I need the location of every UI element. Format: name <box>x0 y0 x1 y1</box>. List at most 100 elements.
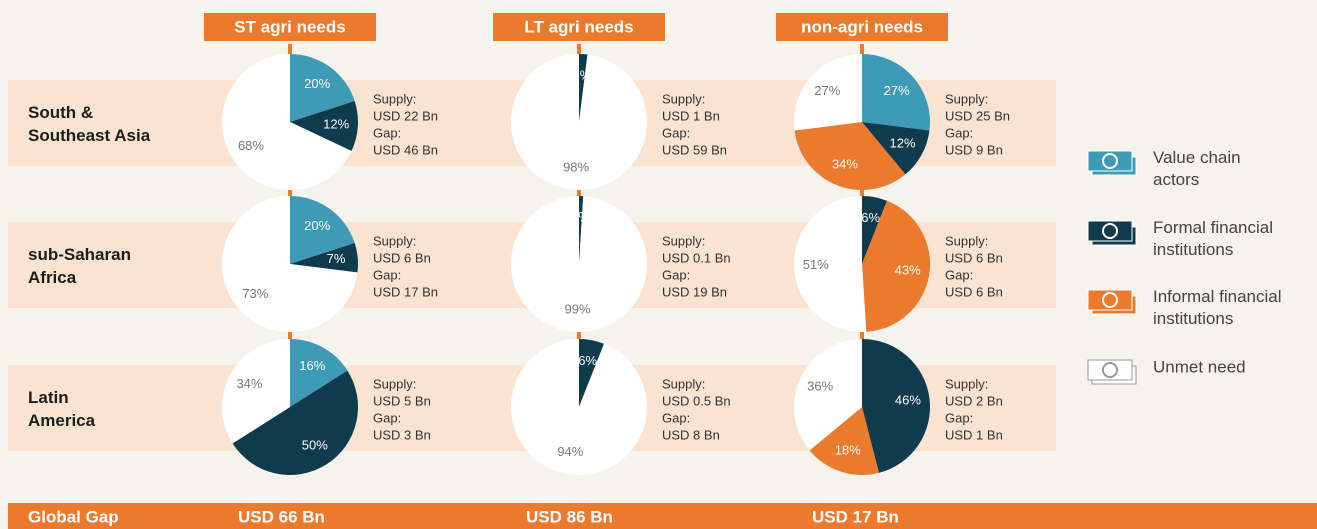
supply-value: USD 22 Bn <box>373 108 438 123</box>
pie-slice <box>290 54 355 122</box>
slice-label: 20% <box>304 76 330 91</box>
slice-label: 99% <box>565 302 591 317</box>
gap-value: USD 19 Bn <box>662 284 727 299</box>
gap-value: USD 6 Bn <box>945 284 1003 299</box>
gap-label: Gap: <box>373 410 401 425</box>
pie-slice <box>221 196 358 332</box>
connector <box>577 186 581 196</box>
gap-value: USD 1 Bn <box>945 427 1003 442</box>
supply-value: USD 6 Bn <box>945 250 1003 265</box>
legend-label: Informal financial institutions <box>1153 287 1282 328</box>
supply-label: Supply: <box>662 376 705 391</box>
slice-label: 18% <box>835 442 861 457</box>
legend-icon-coin <box>1102 223 1118 239</box>
slice-label: 36% <box>807 379 833 394</box>
pie-slice <box>579 196 584 264</box>
slice-label: 43% <box>895 263 921 278</box>
pie-slice <box>862 122 930 175</box>
legend-icon <box>1087 289 1133 311</box>
slice-label: 34% <box>236 376 262 391</box>
legend-label: Formal financial institutions <box>1153 218 1273 259</box>
slice-label: 50% <box>302 437 328 452</box>
supply-value: USD 0.1 Bn <box>662 250 731 265</box>
supply-label: Supply: <box>373 233 416 248</box>
gap-label: Gap: <box>662 267 690 282</box>
pie-slice <box>809 407 879 475</box>
column-header: LT agri needs <box>524 17 633 36</box>
pie-slice <box>232 370 358 475</box>
slice-label: 34% <box>832 156 858 171</box>
column-header-box <box>204 13 376 41</box>
pie-slice <box>794 54 862 131</box>
global-gap-label: Global Gap <box>28 507 119 526</box>
pie-slice <box>222 339 290 444</box>
column-header: non-agri needs <box>801 17 923 36</box>
legend-icon <box>1087 359 1133 381</box>
pie-slice <box>579 54 588 122</box>
pie-slice <box>862 200 930 332</box>
row-name: sub-Saharan Africa <box>28 245 131 287</box>
row-name: Latin America <box>28 388 96 430</box>
global-gap-bar <box>8 503 1317 529</box>
row-name: South & Southeast Asia <box>28 103 151 145</box>
gap-label: Gap: <box>662 125 690 140</box>
supply-label: Supply: <box>945 91 988 106</box>
pie-slice <box>511 339 648 475</box>
pie-slice <box>793 196 867 332</box>
slice-label: 27% <box>884 83 910 98</box>
supply-value: USD 25 Bn <box>945 108 1010 123</box>
connector <box>288 330 292 340</box>
pie-slice <box>222 54 352 191</box>
pie-slice <box>290 242 359 273</box>
gap-label: Gap: <box>945 125 973 140</box>
slice-label: 46% <box>895 393 921 408</box>
pie-slice <box>290 196 355 264</box>
connector <box>860 330 864 340</box>
supply-label: Supply: <box>373 91 416 106</box>
pie-slice <box>862 339 930 473</box>
supply-value: USD 5 Bn <box>373 393 431 408</box>
legend-icon <box>1087 220 1133 242</box>
legend-label: Value chain actors <box>1153 148 1241 189</box>
connector <box>577 44 581 54</box>
connector <box>860 44 864 54</box>
connector <box>288 186 292 196</box>
connector <box>288 44 292 54</box>
pie-slice <box>794 122 906 191</box>
pie-slice <box>290 100 358 151</box>
connector <box>860 186 864 196</box>
gap-value: USD 59 Bn <box>662 142 727 157</box>
gap-value: USD 3 Bn <box>373 427 431 442</box>
slice-label: 51% <box>803 257 829 272</box>
legend-label: Unmet need <box>1153 357 1246 376</box>
gap-value: USD 17 Bn <box>373 284 438 299</box>
supply-value: USD 1 Bn <box>662 108 720 123</box>
global-gap-value: USD 66 Bn <box>238 507 325 526</box>
slice-label: 6% <box>578 353 597 368</box>
supply-value: USD 2 Bn <box>945 393 1003 408</box>
pie-slice <box>579 339 605 407</box>
gap-label: Gap: <box>373 267 401 282</box>
slice-label: 16% <box>299 358 325 373</box>
slice-label: 12% <box>890 136 916 151</box>
gap-label: Gap: <box>662 410 690 425</box>
slice-label: 20% <box>304 218 330 233</box>
supply-label: Supply: <box>662 91 705 106</box>
slice-label: 27% <box>814 83 840 98</box>
slice-label: 94% <box>557 444 583 459</box>
legend-icon-coin <box>1102 292 1118 308</box>
column-header-box <box>776 13 948 41</box>
slice-label: 98% <box>563 160 589 175</box>
supply-value: USD 0.5 Bn <box>662 393 731 408</box>
supply-label: Supply: <box>662 233 705 248</box>
pie-slice <box>290 339 348 407</box>
legend-icon <box>1087 150 1133 172</box>
gap-label: Gap: <box>945 267 973 282</box>
pie-slice <box>510 54 647 190</box>
gap-value: USD 8 Bn <box>662 427 720 442</box>
global-gap-value: USD 86 Bn <box>526 507 613 526</box>
pie-slice <box>862 196 888 264</box>
slice-label: 12% <box>323 116 349 131</box>
slice-label: 7% <box>327 251 346 266</box>
